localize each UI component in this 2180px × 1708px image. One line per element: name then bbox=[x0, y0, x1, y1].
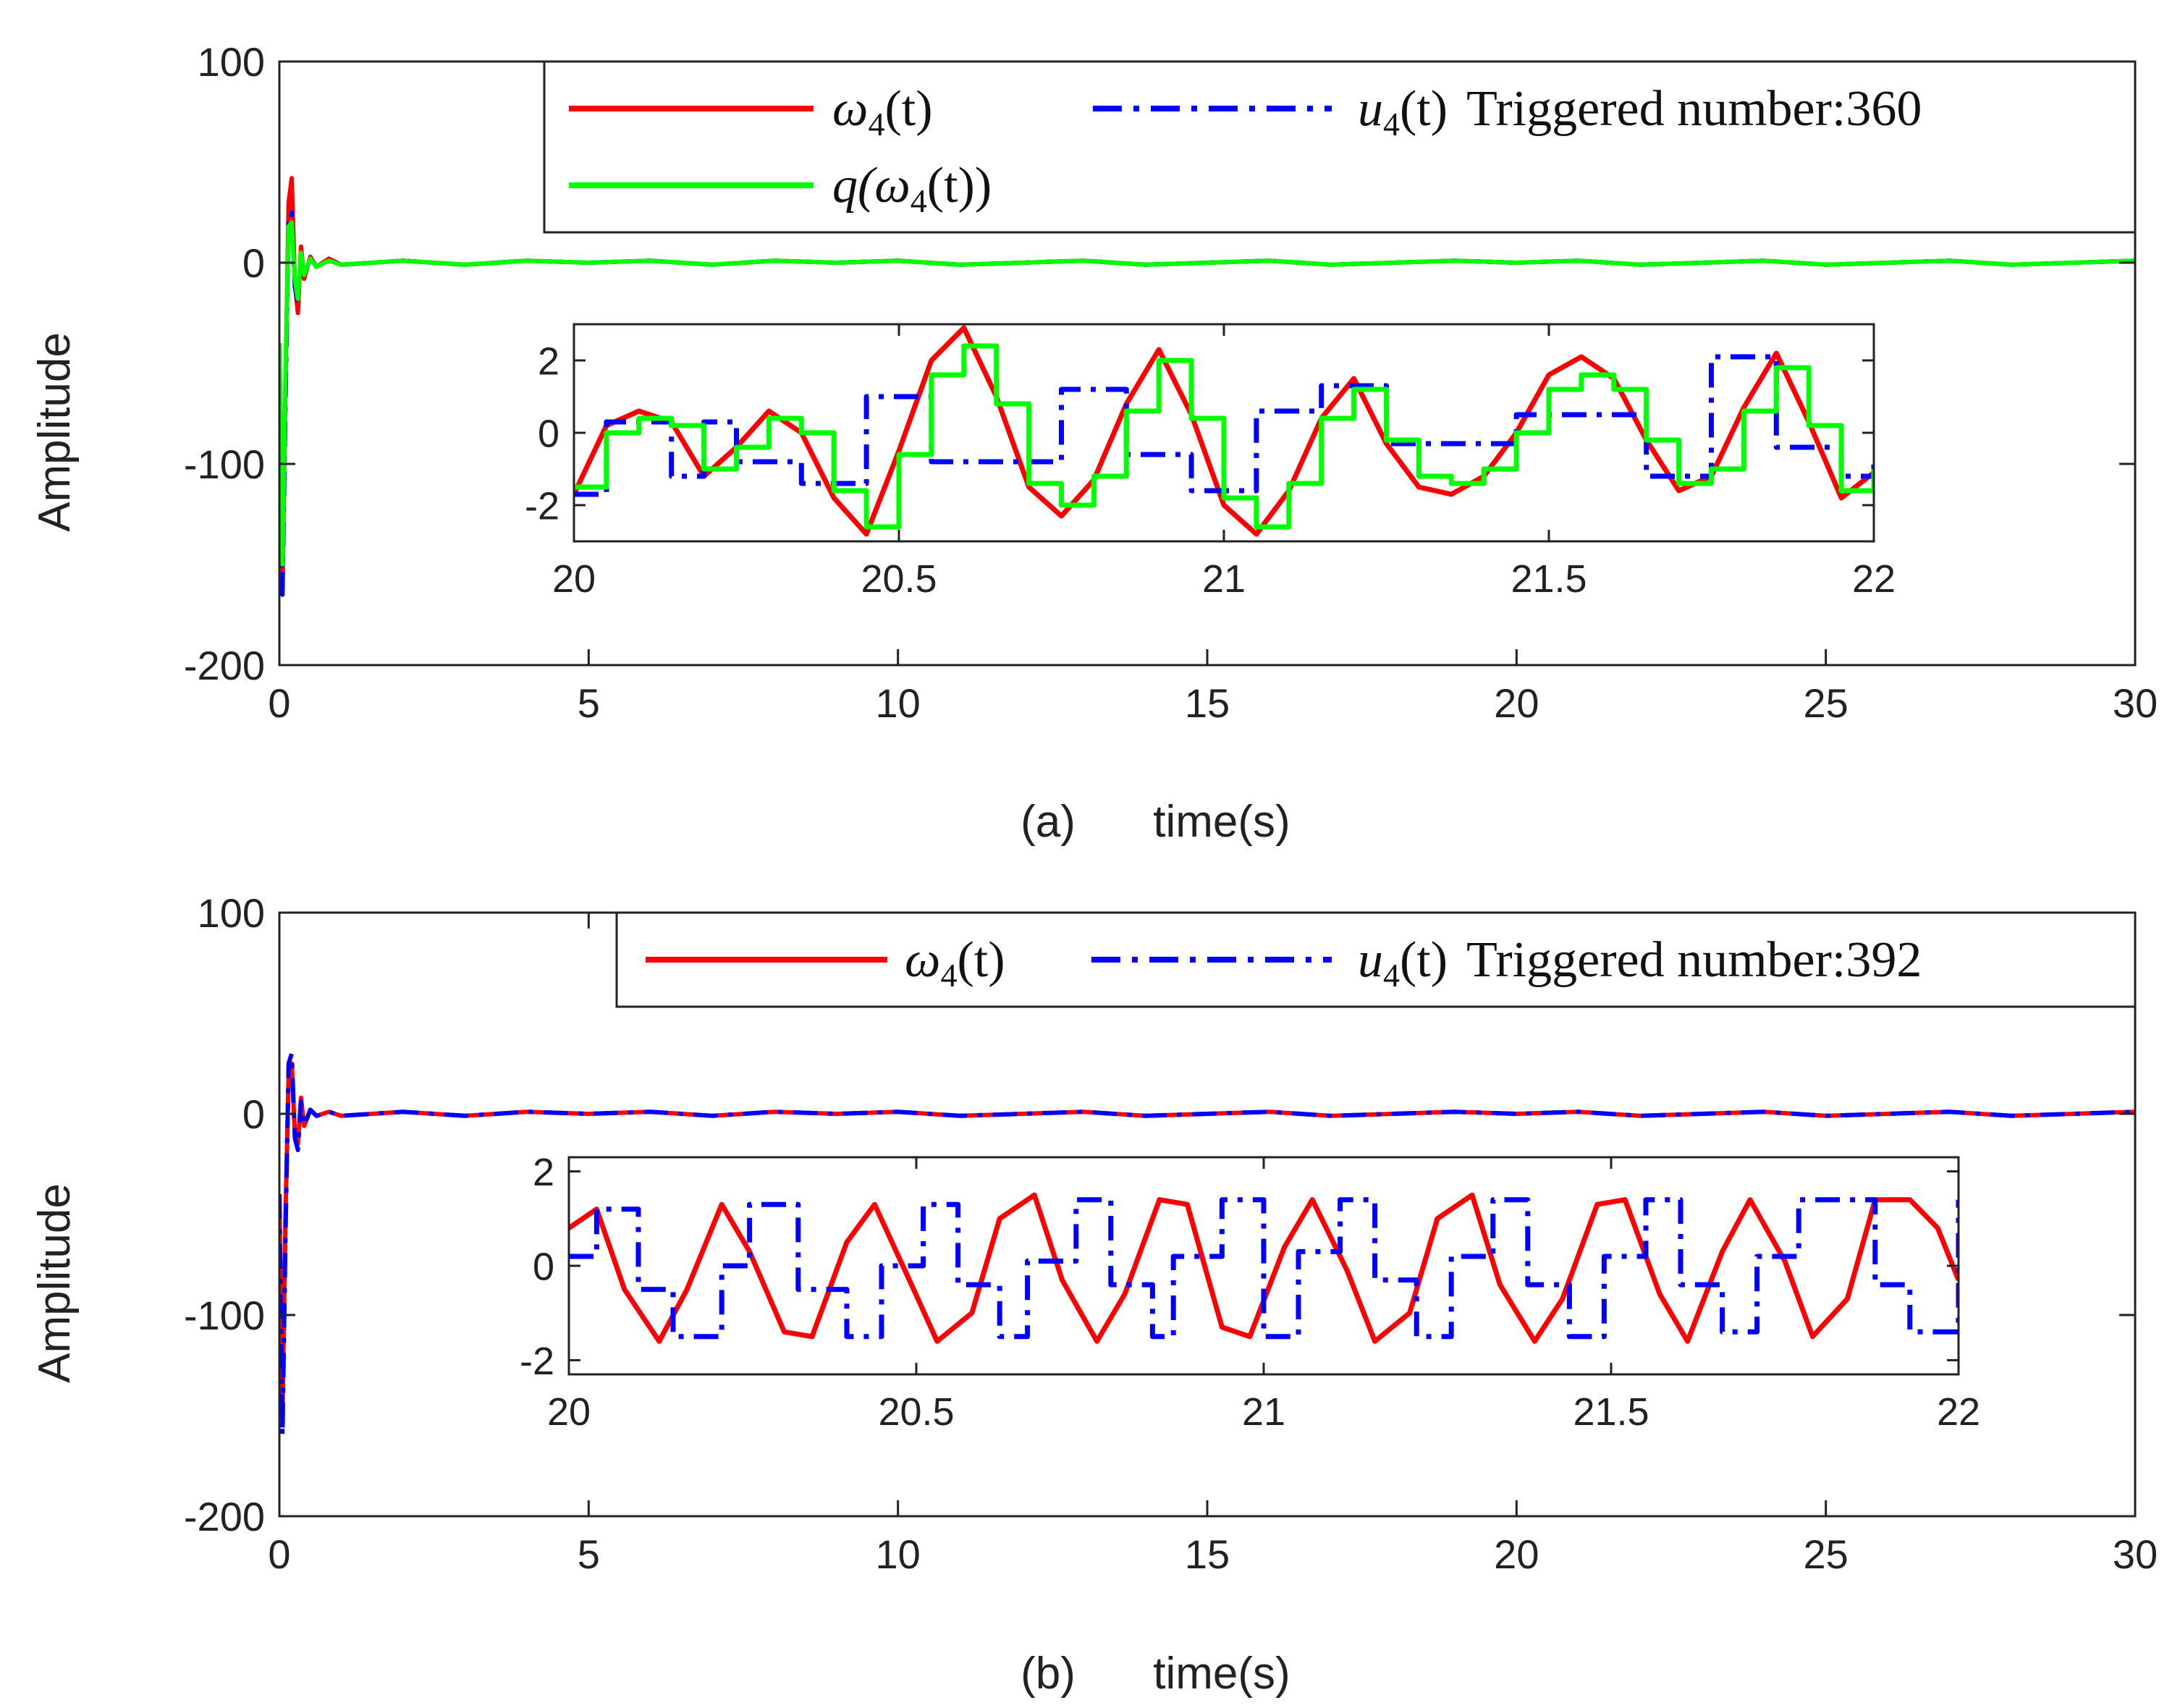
legend-omega-label: ω4(t) bbox=[905, 932, 1005, 994]
panel-b-inset-series-u-line bbox=[569, 1197, 1959, 1340]
panel-a-inset-y-tick-label: 2 bbox=[538, 339, 559, 383]
panel-a-y-ticks: 100 0 -100 -200 bbox=[184, 39, 2135, 688]
panel-a-inset-series bbox=[574, 325, 1874, 537]
panel-a-inset-y-tick-label: -2 bbox=[525, 484, 559, 528]
panel-a-inset-y-ticks: 2 0 -2 bbox=[525, 339, 1874, 528]
panel-a-caption-letter: (a) bbox=[1021, 797, 1076, 847]
panel-a-x-tick-label: 0 bbox=[268, 680, 290, 726]
panel-b-y-tick-label: -100 bbox=[184, 1293, 265, 1338]
panel-a-x-tick-label: 30 bbox=[2113, 680, 2158, 726]
panel-b-inset-y-tick-label: 0 bbox=[533, 1245, 554, 1288]
panel-a-inset-y-tick-label: 0 bbox=[538, 412, 559, 455]
panel-a-y-tick-label: -100 bbox=[184, 441, 265, 487]
panel-b-x-tick-label: 0 bbox=[268, 1531, 290, 1577]
legend-u-label: u4(t) Triggered number:360 bbox=[1358, 81, 1922, 143]
legend-u-label: u4(t) Triggered number:392 bbox=[1358, 932, 1922, 994]
panel-a-legend-box bbox=[543, 60, 2137, 234]
panel-a-legend: ω4(t) u4(t) Triggered number:360 q(ω4(t)) bbox=[543, 60, 2137, 234]
panel-b-caption-letter: (b) bbox=[1021, 1649, 1076, 1699]
panel-b-y-tick-label: 100 bbox=[198, 890, 265, 936]
panel-b-inset-x-ticks: 20 20.5 21 21.5 22 bbox=[547, 1157, 1980, 1434]
panel-b-inset-x-tick-label: 22 bbox=[1937, 1390, 1980, 1434]
panel-b-y-tick-label: -200 bbox=[184, 1494, 265, 1539]
panel-b-inset-x-tick-label: 20.5 bbox=[878, 1390, 954, 1434]
panel-b-inset-y-ticks: 2 0 -2 bbox=[520, 1151, 1959, 1383]
panel-b-y-tick-label: 0 bbox=[242, 1091, 265, 1137]
panel-b-x-ticks: 0 5 10 15 20 25 30 bbox=[268, 913, 2158, 1577]
panel-b-x-tick-label: 25 bbox=[1804, 1531, 1849, 1577]
panel-a-inset-series-omega-line bbox=[574, 325, 1874, 537]
panel-b-series bbox=[279, 1051, 2135, 1438]
panel-a-ylabel: Amplitude bbox=[30, 332, 80, 532]
panel-b-inset-x-tick-label: 20 bbox=[547, 1390, 591, 1434]
panel-b-inset-y-tick-label: -2 bbox=[520, 1340, 554, 1383]
panel-a-xlabel: time(s) bbox=[1153, 797, 1290, 847]
panel-b-inset-y-tick-label: 2 bbox=[533, 1151, 554, 1194]
panel-b-x-tick-label: 20 bbox=[1494, 1531, 1539, 1577]
panel-b-ylabel: Amplitude bbox=[30, 1183, 80, 1383]
panel-a-inset-series-q-line bbox=[574, 343, 1874, 530]
panel-a-y-tick-label: 100 bbox=[198, 39, 265, 85]
panel-a-series bbox=[279, 176, 2135, 597]
panel-a-x-tick-label: 15 bbox=[1185, 680, 1230, 726]
panel-a-inset-x-tick-label: 20.5 bbox=[861, 557, 937, 601]
panel-a-inset: 20 20.5 21 21.5 22 20-2 bbox=[525, 323, 1896, 601]
panel-a-x-tick-label: 25 bbox=[1804, 680, 1849, 726]
panel-b-x-tick-label: 15 bbox=[1185, 1531, 1230, 1577]
panel-a-x-tick-label: 5 bbox=[578, 680, 600, 726]
panel-a-inset-x-tick-label: 21.5 bbox=[1511, 557, 1587, 601]
panel-b-xlabel: time(s) bbox=[1153, 1649, 1290, 1699]
panel-b-inset-series bbox=[569, 1192, 1959, 1344]
panel-a-inset-series-u-line bbox=[574, 354, 1874, 497]
panel-b-x-tick-label: 10 bbox=[876, 1531, 921, 1577]
panel-b-inset-series-omega-line bbox=[569, 1192, 1959, 1344]
panel-a-x-ticks: 0 5 10 15 20 25 30 bbox=[268, 62, 2158, 726]
panel-a-y-tick-label: 0 bbox=[242, 240, 265, 286]
panel-b-inset-x-tick-label: 21 bbox=[1242, 1390, 1285, 1434]
panel-b-y-ticks: 100 0 -100 -200 bbox=[184, 890, 2135, 1539]
panel-b-inset-x-tick-label: 21.5 bbox=[1573, 1390, 1649, 1434]
panel-b-series-u-line bbox=[279, 1051, 2135, 1438]
panel-a-x-tick-label: 20 bbox=[1494, 680, 1539, 726]
legend-q-label: q(ω4(t)) bbox=[832, 158, 992, 219]
panel-a-x-tick-label: 10 bbox=[876, 680, 921, 726]
panel-a-inset-x-tick-label: 22 bbox=[1852, 557, 1896, 601]
panel-a-inset-x-tick-label: 20 bbox=[552, 557, 596, 601]
panel-a-inset-x-tick-label: 21 bbox=[1202, 557, 1246, 601]
panel-a-series-q-line bbox=[279, 220, 2135, 567]
panel-b-legend: ω4(t) u4(t) Triggered number:392 bbox=[615, 911, 2137, 1008]
panel-b-x-tick-label: 30 bbox=[2113, 1531, 2158, 1577]
panel-a-inset-x-ticks: 20 20.5 21 21.5 22 bbox=[552, 324, 1896, 601]
panel-b-inset-background bbox=[569, 1157, 1959, 1374]
panel-a-y-tick-label: -200 bbox=[184, 643, 265, 688]
legend-omega-label: ω4(t) bbox=[832, 81, 933, 143]
panel-b-x-tick-label: 5 bbox=[578, 1531, 600, 1577]
panel-b-inset: 20 20.5 21 21.5 22 20-2 bbox=[520, 1151, 1980, 1434]
